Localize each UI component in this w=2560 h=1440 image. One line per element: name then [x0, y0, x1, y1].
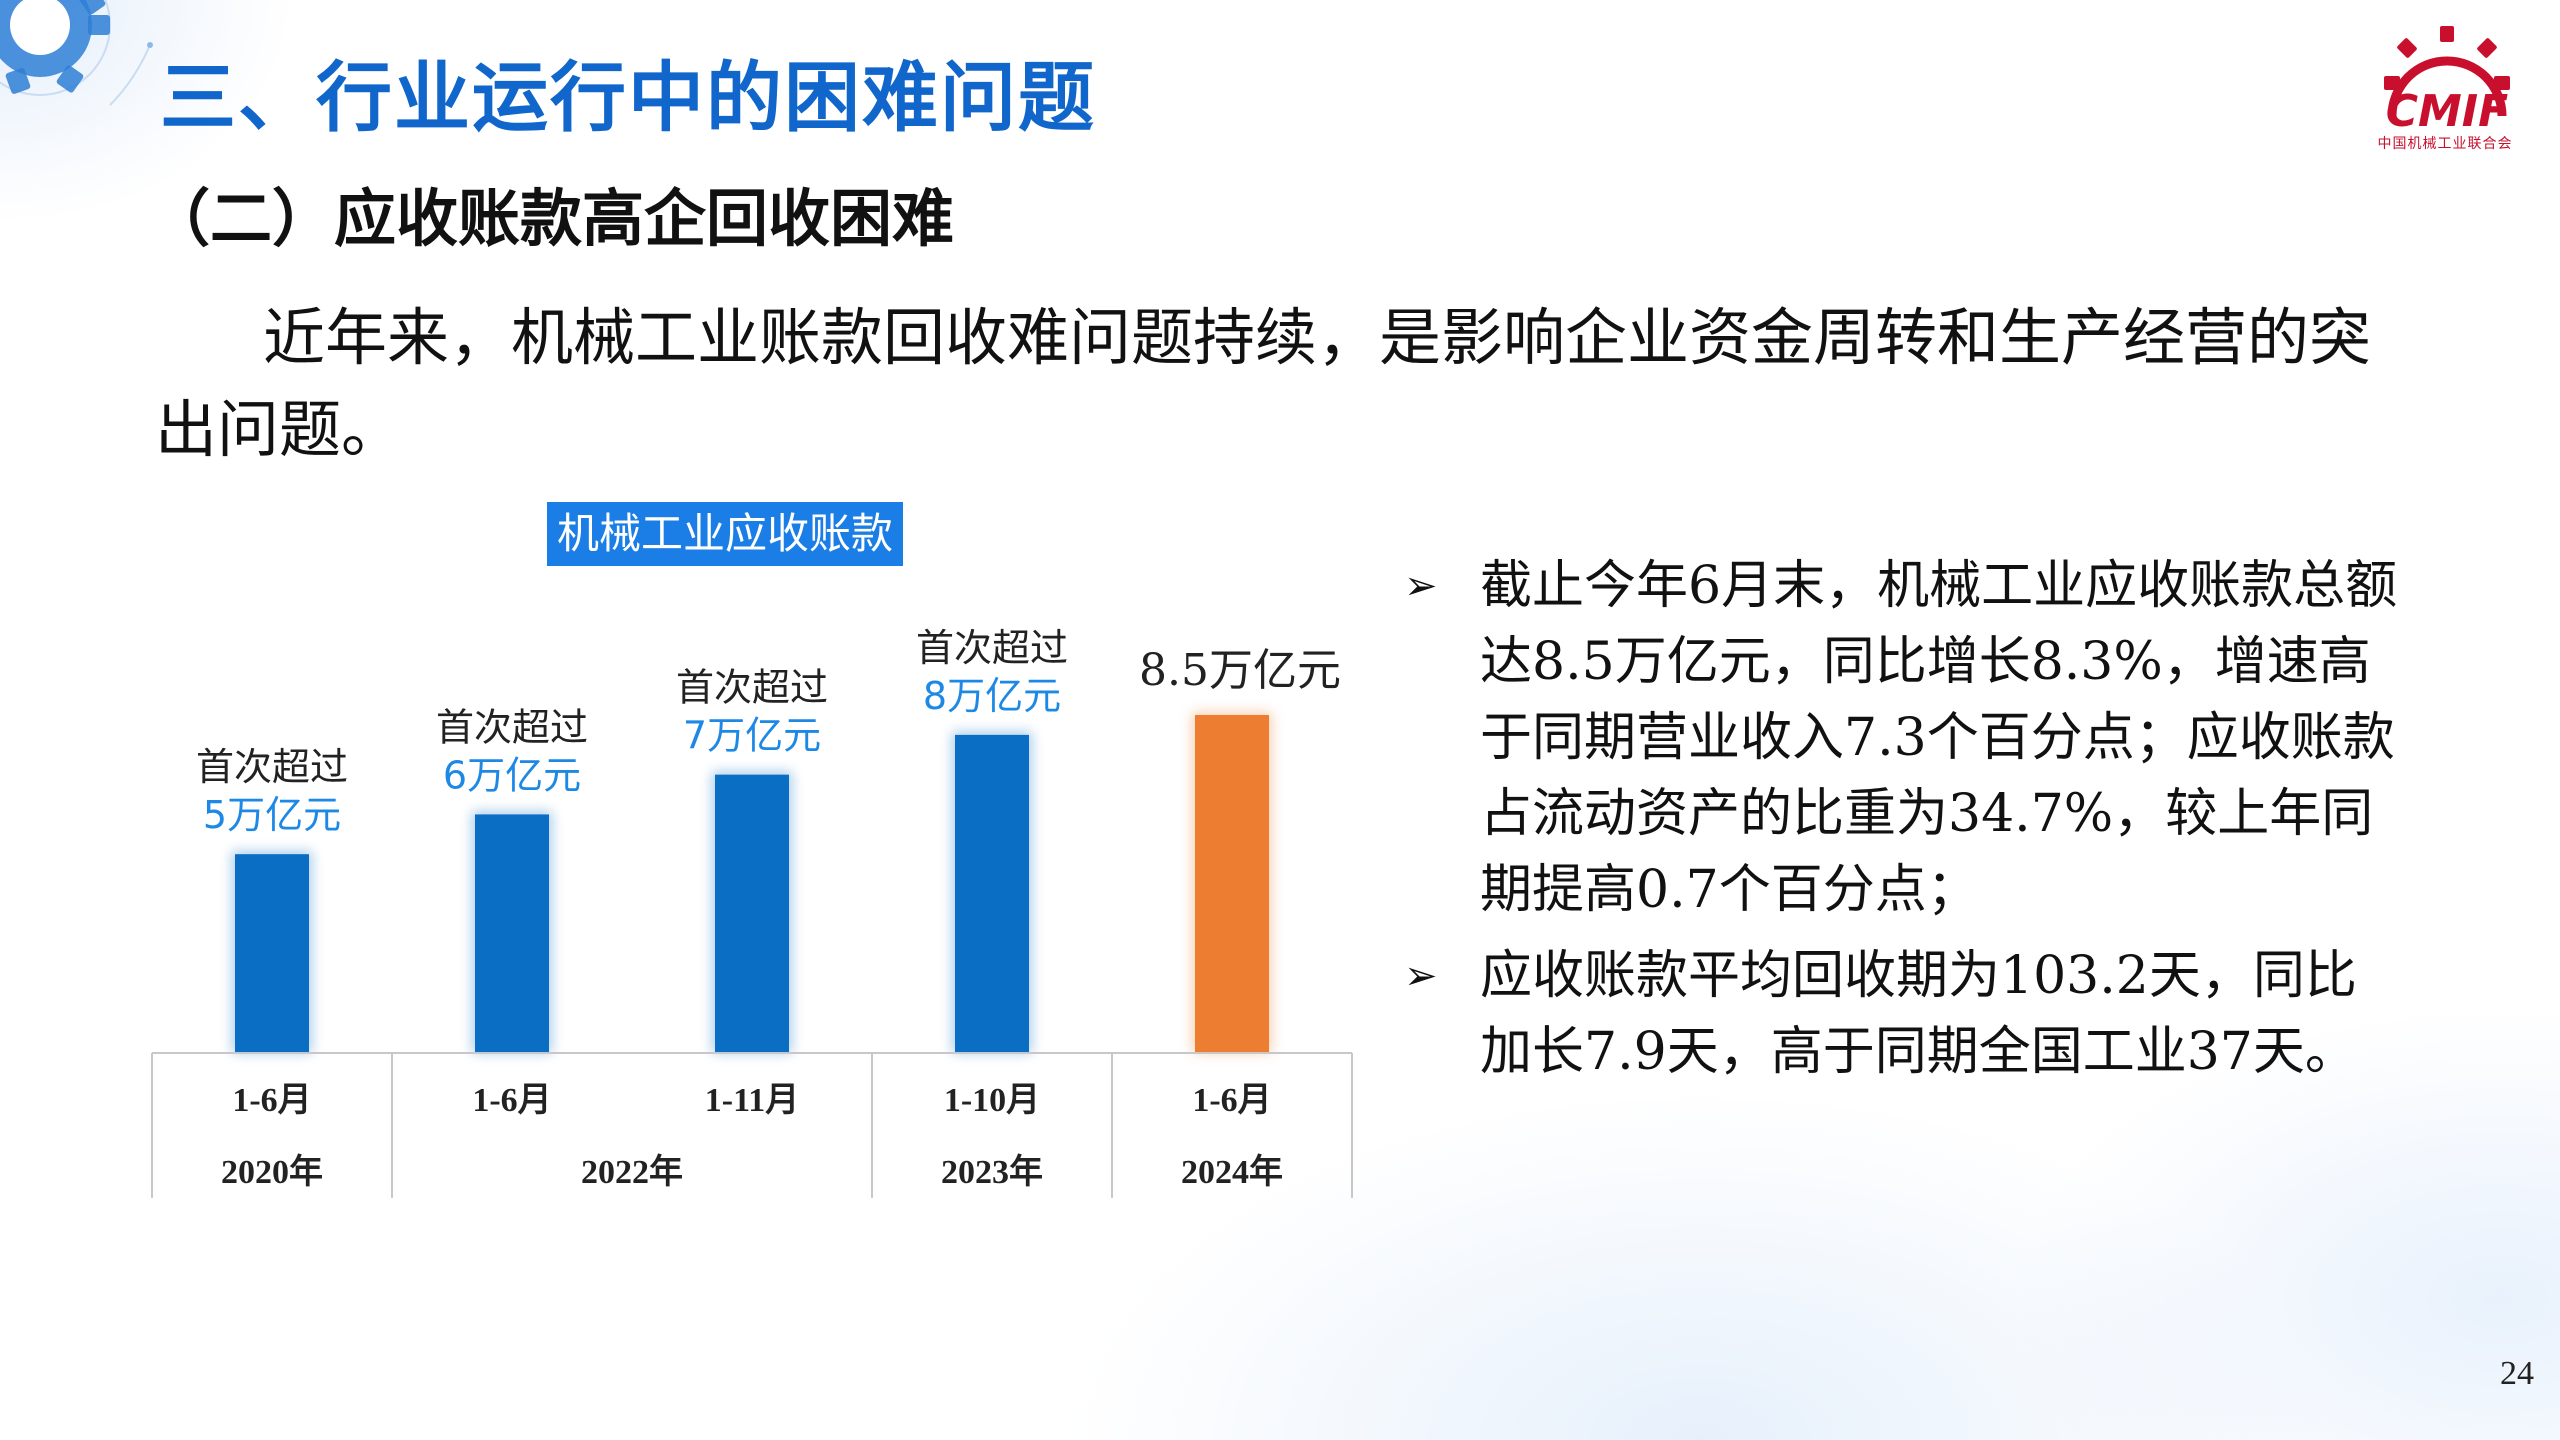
year-group-label: 2020年: [221, 1153, 323, 1191]
bar: [475, 814, 549, 1053]
x-tick-label: 1-6月: [472, 1082, 551, 1119]
bullet-item: ➢ 截止今年6月末，机械工业应收账款总额达8.5万亿元，同比增长8.3%，增速高…: [1400, 548, 2400, 928]
bullet-text: 截止今年6月末，机械工业应收账款总额达8.5万亿元，同比增长8.3%，增速高于同…: [1480, 556, 2398, 920]
page-title: 三、行业运行中的困难问题: [160, 53, 1096, 142]
x-tick-label: 1-11月: [705, 1082, 799, 1119]
gear-decoration-icon: [0, 0, 153, 106]
arrow-bullet-icon: ➢: [1404, 563, 1438, 609]
bar-annotation-label: 首次超过: [916, 626, 1068, 670]
logo-subtext: 中国机械工业联合会: [2377, 136, 2513, 152]
x-tick-label: 1-6月: [232, 1082, 311, 1119]
year-group-label: 2023年: [941, 1153, 1043, 1191]
page-number: 24: [2500, 1355, 2534, 1392]
chart-title: 机械工业应收账款: [547, 502, 904, 566]
year-group-label: 2024年: [1181, 1153, 1283, 1191]
bar-data-label: 8万亿元: [923, 674, 1061, 718]
cmif-logo: CMIF: [2384, 26, 2510, 137]
bar: [955, 734, 1029, 1053]
bullet-text: 应收账款平均回收期为103.2天，同比加长7.9天，高于同期全国工业37天。: [1480, 946, 2357, 1082]
bar-data-label: 5万亿元: [203, 793, 341, 837]
section-subtitle: （二）应收账款高企回收困难: [148, 182, 955, 255]
gear-icon: [2387, 56, 2507, 117]
logo-text: CMIF: [2386, 86, 2509, 137]
bullet-list: ➢ 截止今年6月末，机械工业应收账款总额达8.5万亿元，同比增长8.3%，增速高…: [1400, 548, 2400, 1100]
bar: [715, 774, 789, 1053]
arrow-bullet-icon: ➢: [1404, 953, 1438, 999]
x-tick-label: 1-10月: [944, 1082, 1040, 1119]
bar-data-label: 7万亿元: [683, 714, 821, 758]
x-tick-label: 1-6月: [1192, 1082, 1271, 1119]
year-group-label: 2022年: [581, 1153, 683, 1191]
bullet-item: ➢ 应收账款平均回收期为103.2天，同比加长7.9天，高于同期全国工业37天。: [1400, 938, 2400, 1090]
bar-annotation-label: 首次超过: [196, 745, 348, 789]
bar-annotation-label: 首次超过: [676, 666, 828, 710]
bar: [1195, 715, 1269, 1053]
bar: [235, 854, 309, 1053]
intro-paragraph: 近年来，机械工业账款回收难问题持续，是影响企业资金周转和生产经营的突出问题。: [155, 301, 2372, 466]
bar-data-label: 8.5万亿元: [1139, 645, 1341, 696]
bar-data-label: 6万亿元: [443, 753, 581, 797]
bar-annotation-label: 首次超过: [436, 705, 588, 749]
